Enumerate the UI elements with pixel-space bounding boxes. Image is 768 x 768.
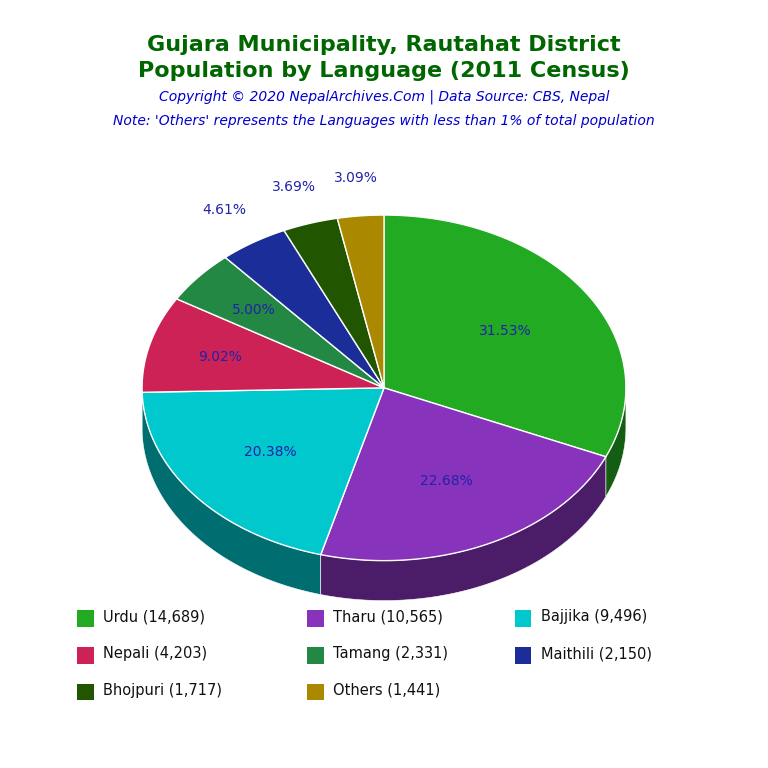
Text: Tharu (10,565): Tharu (10,565) bbox=[333, 609, 443, 624]
Text: 3.69%: 3.69% bbox=[272, 180, 316, 194]
Text: Copyright © 2020 NepalArchives.Com | Data Source: CBS, Nepal: Copyright © 2020 NepalArchives.Com | Dat… bbox=[159, 90, 609, 104]
Text: Bhojpuri (1,717): Bhojpuri (1,717) bbox=[103, 683, 222, 698]
Text: 9.02%: 9.02% bbox=[198, 350, 242, 364]
Text: Others (1,441): Others (1,441) bbox=[333, 683, 441, 698]
Text: Note: 'Others' represents the Languages with less than 1% of total population: Note: 'Others' represents the Languages … bbox=[113, 114, 655, 128]
Text: Population by Language (2011 Census): Population by Language (2011 Census) bbox=[138, 61, 630, 81]
Text: Nepali (4,203): Nepali (4,203) bbox=[103, 646, 207, 661]
Text: Gujara Municipality, Rautahat District: Gujara Municipality, Rautahat District bbox=[147, 35, 621, 55]
Polygon shape bbox=[142, 299, 384, 392]
Text: 31.53%: 31.53% bbox=[479, 324, 531, 338]
Polygon shape bbox=[225, 230, 384, 388]
Text: Maithili (2,150): Maithili (2,150) bbox=[541, 646, 652, 661]
Text: 4.61%: 4.61% bbox=[203, 204, 247, 217]
Text: 22.68%: 22.68% bbox=[421, 475, 473, 488]
Polygon shape bbox=[337, 215, 384, 388]
Text: 5.00%: 5.00% bbox=[233, 303, 276, 317]
Polygon shape bbox=[284, 218, 384, 388]
Polygon shape bbox=[384, 215, 626, 457]
Text: Tamang (2,331): Tamang (2,331) bbox=[333, 646, 449, 661]
Polygon shape bbox=[321, 457, 606, 601]
Text: Urdu (14,689): Urdu (14,689) bbox=[103, 609, 205, 624]
Polygon shape bbox=[606, 389, 626, 497]
Text: 3.09%: 3.09% bbox=[333, 171, 377, 185]
Polygon shape bbox=[142, 388, 384, 554]
Polygon shape bbox=[177, 257, 384, 388]
Text: Bajjika (9,496): Bajjika (9,496) bbox=[541, 609, 647, 624]
Polygon shape bbox=[142, 392, 321, 594]
Polygon shape bbox=[321, 388, 606, 561]
Text: 20.38%: 20.38% bbox=[243, 445, 296, 459]
